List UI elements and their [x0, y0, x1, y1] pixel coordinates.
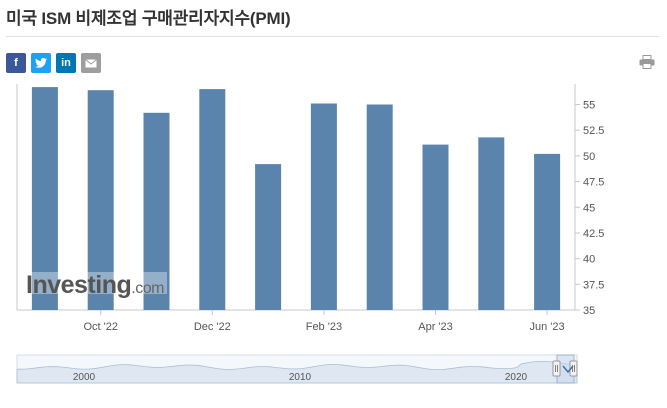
investing-watermark: Investing.com	[26, 271, 167, 299]
print-icon[interactable]	[639, 55, 655, 69]
y-tick-label: 50	[583, 151, 595, 163]
bar[interactable]	[478, 137, 505, 310]
bar[interactable]	[366, 104, 393, 311]
navigator-year-label: 2020	[505, 372, 528, 383]
y-tick-label: 52.5	[583, 125, 604, 137]
watermark-brand-text: Investing	[26, 271, 131, 299]
title-divider	[6, 36, 659, 37]
navigator[interactable]: 2000 2010 2020	[16, 354, 578, 384]
bar[interactable]	[87, 90, 114, 310]
x-tick-label: Dec '22	[194, 321, 231, 333]
y-tick-label: 37.5	[583, 279, 604, 291]
x-tick-label: Jun '23	[530, 321, 565, 333]
y-tick-label: 45	[583, 202, 595, 214]
x-tick-label: Apr '23	[418, 321, 453, 333]
facebook-share-button[interactable]: f	[6, 53, 26, 73]
linkedin-share-button[interactable]: in	[56, 53, 76, 73]
chart-area: Investing.com 35 37.5 40 42.5 45 47.5 50 52.5 55 O…	[0, 84, 667, 403]
page-title: 미국 ISM 비제조업 구매관리자지수(PMI)	[6, 9, 291, 28]
twitter-share-button[interactable]	[31, 53, 51, 73]
navigator-chevron-icon	[562, 365, 574, 374]
bar[interactable]	[534, 153, 561, 310]
watermark-suffix-text: .com	[131, 280, 164, 297]
navigator-series	[16, 361, 578, 384]
bar[interactable]	[422, 144, 449, 310]
navigator-handle[interactable]	[569, 360, 578, 377]
y-tick-label: 40	[583, 254, 595, 266]
y-tick-label: 42.5	[583, 228, 604, 240]
bars-group	[31, 87, 561, 311]
linkedin-icon: in	[61, 57, 71, 69]
x-tick-label: Oct '22	[83, 321, 118, 333]
navigator-year-label: 2000	[73, 372, 96, 383]
twitter-icon	[35, 58, 47, 68]
bar[interactable]	[199, 89, 226, 310]
pmi-bar-chart: Investing.com 35 37.5 40 42.5 45 47.5 50 52.5 55 O…	[16, 84, 604, 384]
mail-icon	[85, 58, 97, 67]
watermark-brand: Investing.com	[26, 271, 164, 299]
facebook-icon: f	[14, 57, 18, 69]
mail-share-button[interactable]	[81, 53, 101, 73]
bar[interactable]	[255, 164, 282, 310]
y-tick-label: 47.5	[583, 177, 604, 189]
watermark-bg	[27, 272, 167, 294]
bar[interactable]	[310, 103, 337, 311]
y-axis: 35 37.5 40 42.5 45 47.5 50 52.5 55	[575, 100, 604, 317]
x-tick-label: Feb '23	[306, 321, 342, 333]
navigator-year-label: 2010	[289, 372, 312, 383]
bar[interactable]	[31, 87, 58, 310]
y-tick-label: 55	[583, 100, 595, 112]
x-axis: Oct '22 Dec '22 Feb '23 Apr '23 Jun '23	[83, 310, 565, 333]
navigator-handle[interactable]	[552, 360, 561, 377]
bar[interactable]	[143, 112, 170, 310]
y-tick-label: 35	[583, 305, 595, 317]
